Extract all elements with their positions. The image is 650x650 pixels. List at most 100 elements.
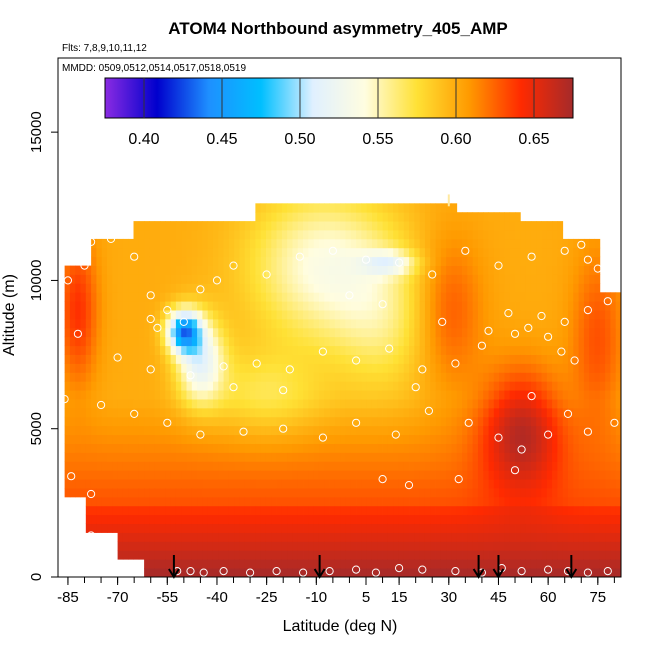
heatmap-cell <box>440 496 447 507</box>
heatmap-cell <box>557 505 564 516</box>
heatmap-cell <box>334 247 341 258</box>
heatmap-cell <box>265 550 272 560</box>
heatmap-cell <box>85 310 92 320</box>
heatmap-cell <box>366 407 373 418</box>
heatmap-cell <box>467 434 474 444</box>
heatmap-cell <box>424 363 431 373</box>
heatmap-cell <box>504 523 511 533</box>
heatmap-cell <box>350 381 357 391</box>
heatmap-cell <box>435 381 442 391</box>
heatmap-cell <box>462 496 468 507</box>
heatmap-cell <box>350 363 357 373</box>
heatmap-cell <box>107 470 113 480</box>
heatmap-cell <box>525 345 532 355</box>
observation-point <box>318 433 327 442</box>
heatmap-cell <box>435 230 442 240</box>
heatmap-cell <box>599 470 606 480</box>
heatmap-cell <box>398 443 405 453</box>
heatmap-cell <box>573 256 580 266</box>
heatmap-cell <box>541 443 548 453</box>
heatmap-cell <box>234 336 240 347</box>
heatmap-cell <box>356 514 362 525</box>
observation-point <box>219 567 228 576</box>
heatmap-cell <box>149 505 156 516</box>
heatmap-cell <box>318 354 325 364</box>
x-tick-label: -85 <box>57 589 79 606</box>
heatmap-cell <box>568 327 574 338</box>
heatmap-cell <box>223 301 230 311</box>
heatmap-cell <box>350 327 357 338</box>
heatmap-cell <box>472 479 479 489</box>
observation-point <box>593 264 602 273</box>
heatmap-cell <box>520 514 527 525</box>
heatmap-cell <box>435 461 442 471</box>
heatmap-cell <box>287 505 293 516</box>
heatmap-cell <box>212 452 219 462</box>
heatmap-cell <box>414 256 421 266</box>
heatmap-cell <box>557 479 564 489</box>
heatmap-cell <box>287 425 293 436</box>
heatmap-cell <box>175 532 182 542</box>
heatmap-cell <box>525 505 532 516</box>
heatmap-cell <box>197 336 203 347</box>
heatmap-cell <box>610 416 617 427</box>
heatmap-cell <box>509 372 516 382</box>
heatmap-cell <box>393 568 399 577</box>
heatmap-cell <box>255 354 262 364</box>
heatmap-cell <box>583 390 590 400</box>
heatmap-cell <box>403 550 410 560</box>
heatmap-cell <box>488 212 495 222</box>
heatmap-cell <box>297 443 304 453</box>
heatmap-cell <box>69 461 76 471</box>
heatmap-cell <box>509 292 516 302</box>
heatmap-cell <box>356 372 362 382</box>
heatmap-cell <box>122 372 129 382</box>
heatmap-cell <box>239 247 246 258</box>
heatmap-cell <box>504 550 511 560</box>
heatmap-cell <box>409 345 415 355</box>
heatmap-cell <box>419 381 426 391</box>
heatmap-cell <box>324 488 330 498</box>
heatmap-cell <box>430 407 436 418</box>
heatmap-cell <box>361 407 368 418</box>
heatmap-cell <box>96 238 103 249</box>
heatmap-cell <box>250 372 256 382</box>
heatmap-cell <box>265 407 272 418</box>
heatmap-cell <box>472 514 479 525</box>
heatmap-cell <box>303 354 309 364</box>
heatmap-cell <box>541 514 548 525</box>
heatmap-cell <box>546 416 553 427</box>
heatmap-cell <box>144 336 150 347</box>
heatmap-cell <box>260 265 267 275</box>
heatmap-cell <box>361 390 368 400</box>
heatmap-cell <box>419 372 426 382</box>
heatmap-cell <box>281 345 288 355</box>
heatmap-cell <box>170 310 177 320</box>
heatmap-cell <box>377 514 383 525</box>
heatmap-cell <box>138 247 145 258</box>
observation-point <box>385 344 394 353</box>
heatmap-cell <box>568 407 574 418</box>
heatmap-cell <box>509 416 516 427</box>
heatmap-cell <box>80 425 87 436</box>
heatmap-cell <box>112 310 119 320</box>
heatmap-cell <box>324 381 330 391</box>
heatmap-cell <box>515 461 521 471</box>
heatmap-cell <box>509 443 516 453</box>
heatmap-cell <box>573 461 580 471</box>
heatmap-cell <box>287 443 293 453</box>
heatmap-cell <box>244 532 251 542</box>
heatmap-cell <box>345 390 352 400</box>
heatmap-cell <box>207 363 214 373</box>
heatmap-cell <box>515 372 521 382</box>
heatmap-cell <box>477 496 484 507</box>
heatmap-cell <box>329 568 336 577</box>
heatmap-cell <box>265 327 272 338</box>
heatmap-cell <box>64 310 71 320</box>
heatmap-cell <box>144 505 150 516</box>
heatmap-cell <box>276 541 283 551</box>
heatmap-cell <box>573 550 580 560</box>
heatmap-cell <box>80 274 87 284</box>
heatmap-cell <box>515 301 521 311</box>
heatmap-cell <box>361 247 368 258</box>
